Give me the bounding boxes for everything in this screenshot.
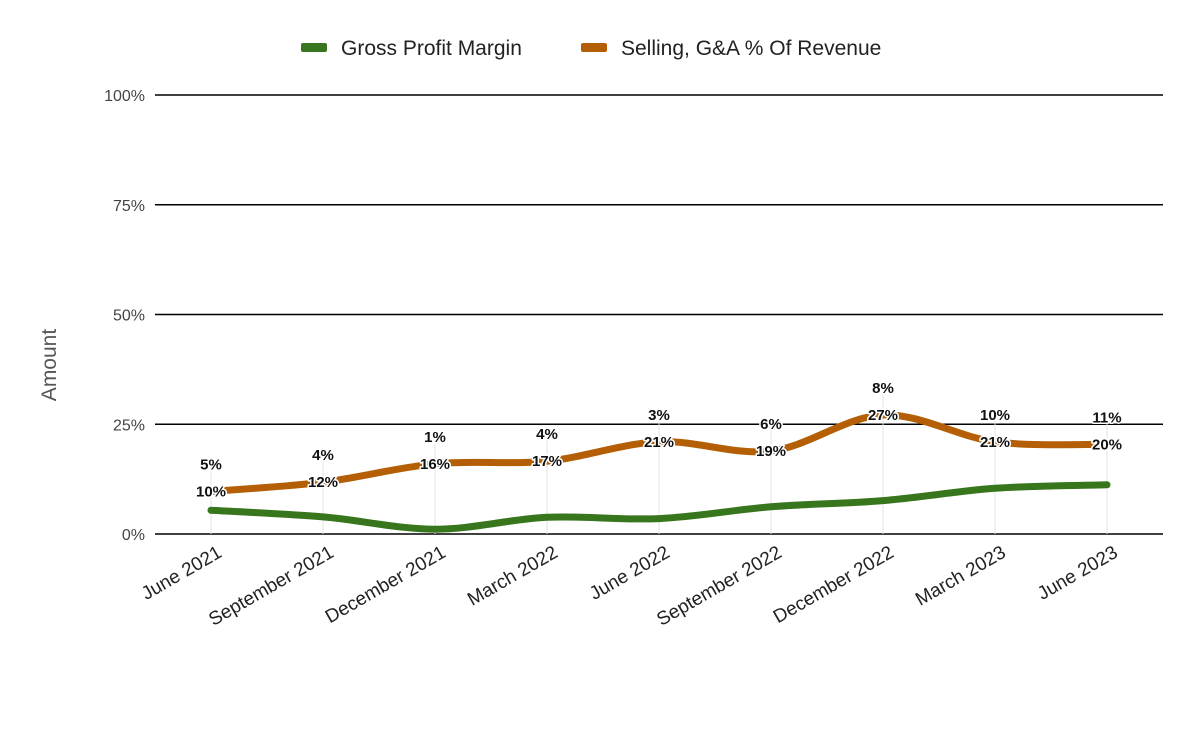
series-line-gross-profit-margin [207, 481, 1111, 533]
legend-item-selling-ga[interactable]: Selling, G&A % Of Revenue [581, 37, 881, 60]
x-tick-label: June 2023 [1034, 542, 1121, 605]
y-tick-label: 50% [113, 308, 145, 325]
y-tick-label: 0% [122, 527, 145, 544]
x-tick-label: December 2022 [770, 542, 898, 628]
sga-data-label: 20% [1092, 436, 1122, 453]
y-tick-label: 100% [104, 88, 145, 105]
gpm-data-label: 3% [648, 407, 670, 424]
gpm-data-label: 4% [312, 447, 334, 464]
legend-label-gross-profit-margin: Gross Profit Margin [341, 37, 522, 60]
legend-swatch-selling-ga [581, 43, 607, 52]
y-tick-label: 25% [113, 417, 145, 434]
y-axis-title: Amount [38, 329, 61, 402]
gpm-data-label: 10% [980, 407, 1010, 424]
sga-data-label: 19% [756, 443, 786, 460]
sga-data-label: 21% [980, 434, 1010, 451]
series-lines [207, 411, 1111, 533]
gpm-data-label: 6% [760, 416, 782, 433]
x-tick-label: June 2022 [586, 542, 673, 605]
gpm-data-label: 1% [424, 429, 446, 446]
sga-data-label: 21% [644, 434, 674, 451]
x-tick-label: December 2021 [322, 542, 450, 628]
sga-data-label: 10% [196, 483, 226, 500]
series-line-selling-ga [207, 411, 1111, 495]
x-tick-label: September 2022 [653, 542, 785, 630]
legend-label-selling-ga: Selling, G&A % Of Revenue [621, 37, 881, 60]
chart-legend: Gross Profit Margin Selling, G&A % Of Re… [301, 37, 881, 60]
x-tick-label: March 2023 [912, 542, 1009, 610]
gpm-data-label: 8% [872, 380, 894, 397]
sga-data-label: 17% [532, 453, 562, 470]
legend-item-gross-profit-margin[interactable]: Gross Profit Margin [301, 37, 522, 60]
sga-data-label: 27% [868, 407, 898, 424]
x-tick-label: June 2021 [138, 542, 225, 605]
x-tick-label: September 2021 [205, 542, 337, 630]
legend-swatch-gross-profit-margin [301, 43, 327, 52]
sga-data-label: 16% [420, 456, 450, 473]
data-labels: 5% 4% 1% 4% 3% 6% 8% 10% 11% 10% 12% 16% 17% 21% 19% 27… [194, 379, 1123, 502]
gpm-data-label: 4% [536, 426, 558, 443]
gpm-data-label: 5% [200, 456, 222, 473]
gpm-data-label: 11% [1092, 409, 1121, 426]
sga-data-label: 12% [308, 474, 338, 491]
y-axis-ticks: 0% 25% 50% 75% 100% [104, 88, 145, 544]
y-tick-label: 75% [113, 198, 145, 215]
x-tick-label: March 2022 [464, 542, 561, 610]
